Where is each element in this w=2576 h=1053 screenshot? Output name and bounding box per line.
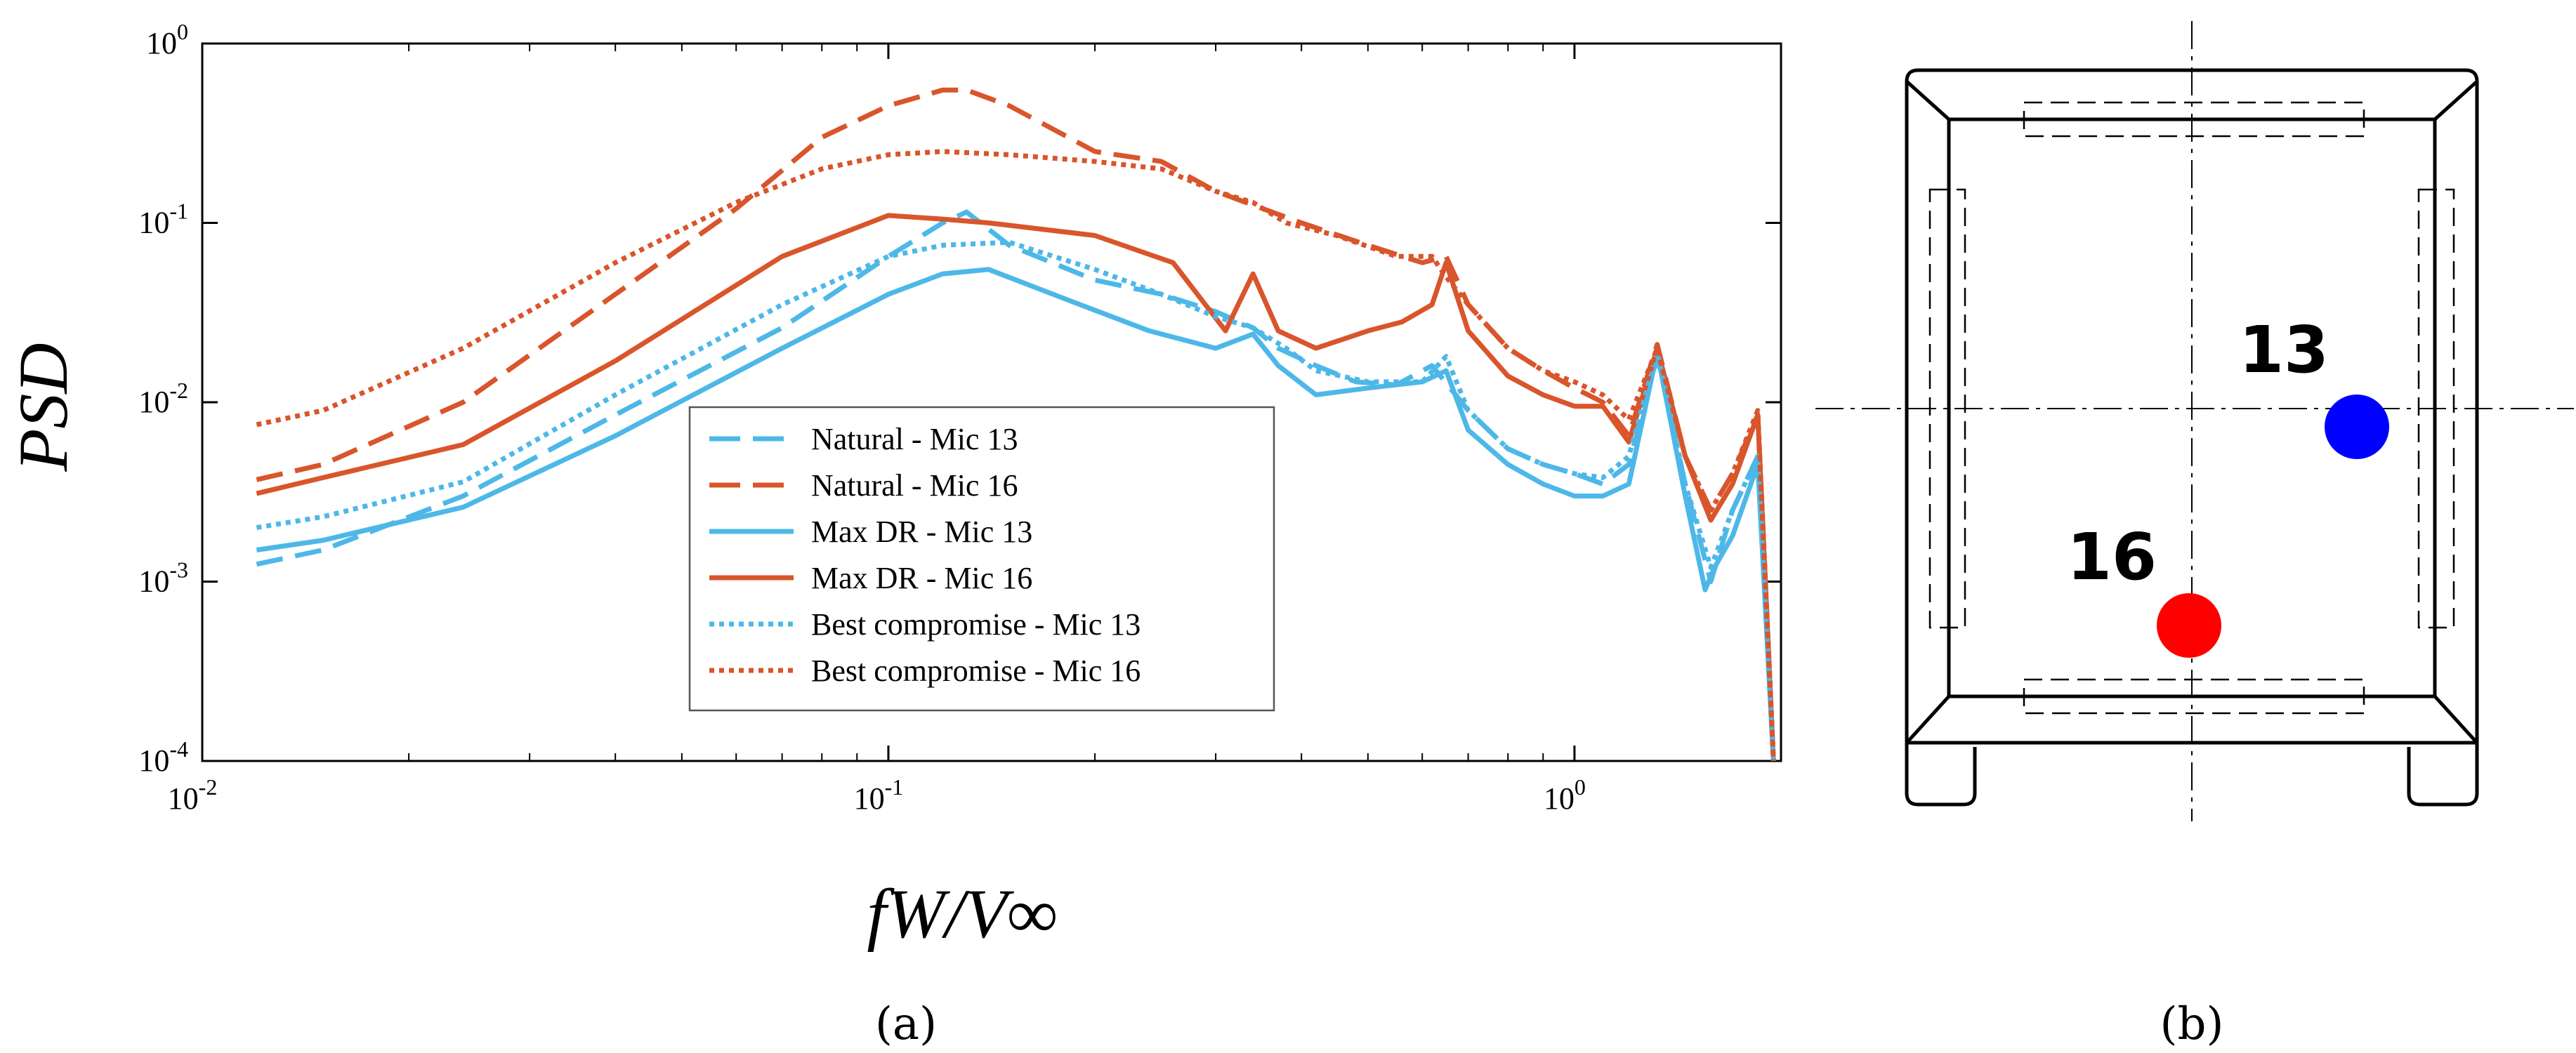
series-group — [256, 87, 1776, 761]
y-axis-label: PSD — [4, 343, 82, 472]
y-tick-label: 10-2 — [138, 378, 188, 419]
x-tick-label: 100 — [1544, 774, 1586, 816]
y-tick-label: 10-4 — [138, 736, 188, 778]
legend-label-3: Max DR - Mic 16 — [811, 561, 1032, 595]
series-line-4 — [256, 239, 1776, 761]
x-tick-label: 10-2 — [168, 774, 218, 816]
x-tick-label: 10-1 — [854, 774, 904, 816]
legend: Natural - Mic 13 Natural - Mic 16 Max DR -… — [688, 406, 1275, 712]
legend-label-4: Best compromise - Mic 13 — [811, 607, 1141, 642]
legend-box — [688, 406, 1275, 712]
legend-label-1: Natural - Mic 16 — [811, 468, 1018, 503]
x-axis-label: fW/V∞ — [867, 875, 1057, 953]
legend-label-0: Natural - Mic 13 — [811, 422, 1018, 456]
y-tick-label: 100 — [146, 19, 188, 60]
legend-label-5: Best compromise - Mic 16 — [811, 654, 1141, 688]
y-tick-label: 10-1 — [138, 199, 188, 240]
legend-entries: Natural - Mic 13 Natural - Mic 16 Max DR -… — [709, 422, 1141, 688]
legend-label-2: Max DR - Mic 13 — [811, 515, 1032, 549]
axis-ticks: 10-2 10-1 100 100 10-1 10-2 10-3 10-4 — [138, 19, 1782, 816]
series-line-2 — [256, 267, 1776, 761]
caption-a: (a) — [875, 998, 937, 1050]
y-tick-label: 10-3 — [138, 557, 188, 599]
